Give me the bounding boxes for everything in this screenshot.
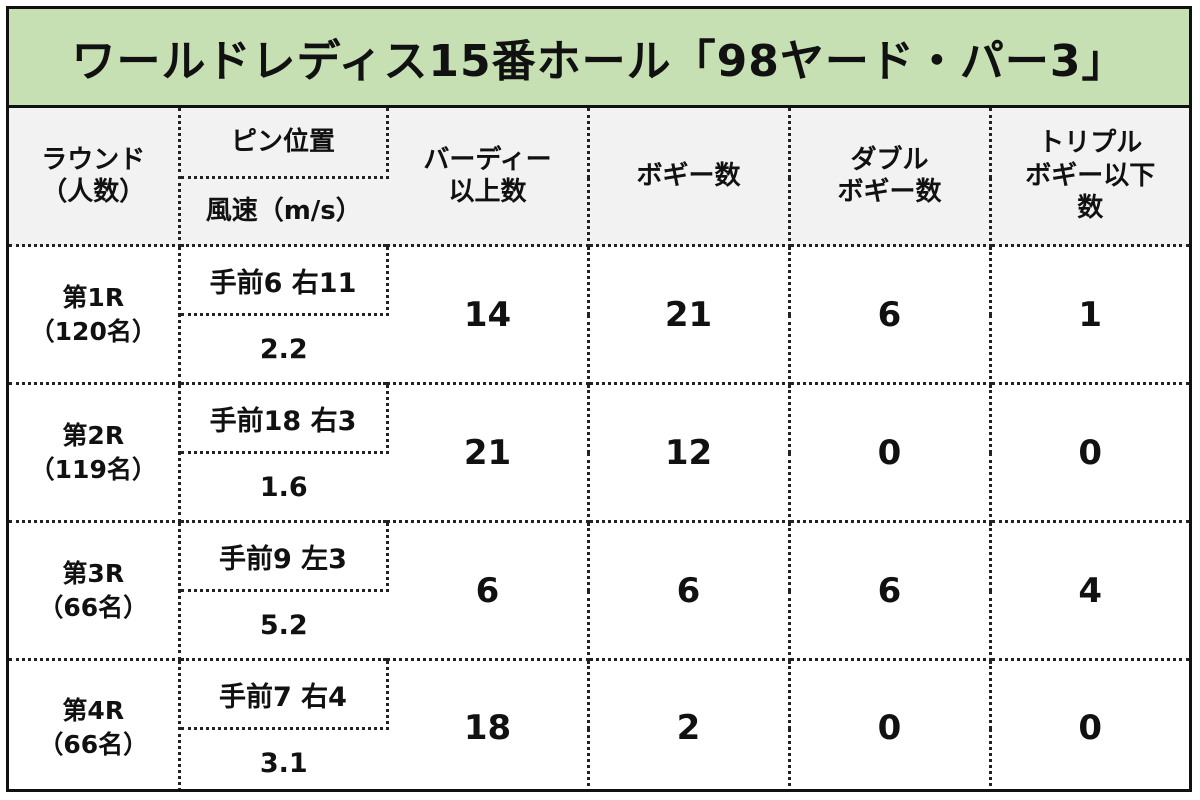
header-row: ラウンド （人数） ピン位置 バーディー 以上数 ボギー数 ダブル ボギー数 ト… — [9, 108, 1189, 247]
table-row-sub: 3.1 — [9, 728, 1189, 789]
wind-cell: 2.2 — [179, 314, 387, 385]
pin-cell: 手前7 右4 — [179, 659, 389, 730]
table-row: 第3R （66名） 手前9 左3 6 6 6 4 — [9, 521, 1189, 661]
bogey-cell: 12 — [588, 383, 791, 523]
table-row: 第1R （120名） 手前6 右11 14 21 6 1 — [9, 245, 1189, 385]
table-row-sub: 5.2 — [9, 590, 1189, 661]
header-wind: 風速（m/s） — [179, 177, 387, 247]
birdie-cell: 21 — [387, 383, 590, 523]
round-cell: 第1R （120名） — [9, 245, 181, 385]
triple-bogey-cell: 0 — [990, 383, 1189, 523]
header-double-bogey: ダブル ボギー数 — [789, 108, 992, 247]
birdie-cell: 14 — [387, 245, 590, 385]
pin-cell: 手前18 右3 — [179, 383, 389, 454]
birdie-cell: 6 — [387, 521, 590, 661]
header-birdie: バーディー 以上数 — [387, 108, 590, 247]
table-row-sub: 1.6 — [9, 452, 1189, 523]
double-bogey-cell: 6 — [789, 245, 992, 385]
header-row-sub: 風速（m/s） — [9, 177, 1189, 247]
triple-bogey-cell: 4 — [990, 521, 1189, 661]
wind-cell: 5.2 — [179, 590, 387, 661]
wind-cell: 1.6 — [179, 452, 387, 523]
wind-cell: 3.1 — [179, 728, 387, 789]
pin-cell: 手前6 右11 — [179, 245, 389, 316]
double-bogey-cell: 6 — [789, 521, 992, 661]
header-round: ラウンド （人数） — [9, 108, 181, 247]
birdie-cell: 18 — [387, 659, 590, 789]
header-triple-bogey: トリプル ボギー以下 数 — [990, 108, 1189, 247]
bogey-cell: 21 — [588, 245, 791, 385]
table-row: 第2R （119名） 手前18 右3 21 12 0 0 — [9, 383, 1189, 523]
pin-cell: 手前9 左3 — [179, 521, 389, 592]
double-bogey-cell: 0 — [789, 383, 992, 523]
round-cell: 第3R （66名） — [9, 521, 181, 661]
hole-stats-table: ラウンド （人数） ピン位置 バーディー 以上数 ボギー数 ダブル ボギー数 ト… — [9, 108, 1189, 789]
bogey-cell: 6 — [588, 521, 791, 661]
double-bogey-cell: 0 — [789, 659, 992, 789]
table-row-sub: 2.2 — [9, 314, 1189, 385]
bogey-cell: 2 — [588, 659, 791, 789]
round-cell: 第4R （66名） — [9, 659, 181, 789]
scorecard-panel: ワールドレディス15番ホール「98ヤード・パー3」 ラウンド （人数） ピン位置… — [6, 6, 1192, 792]
round-cell: 第2R （119名） — [9, 383, 181, 523]
triple-bogey-cell: 1 — [990, 245, 1189, 385]
page-title: ワールドレディス15番ホール「98ヤード・パー3」 — [9, 9, 1189, 108]
triple-bogey-cell: 0 — [990, 659, 1189, 789]
header-pin: ピン位置 — [179, 108, 389, 179]
header-bogey: ボギー数 — [588, 108, 791, 247]
table-row: 第4R （66名） 手前7 右4 18 2 0 0 — [9, 659, 1189, 789]
